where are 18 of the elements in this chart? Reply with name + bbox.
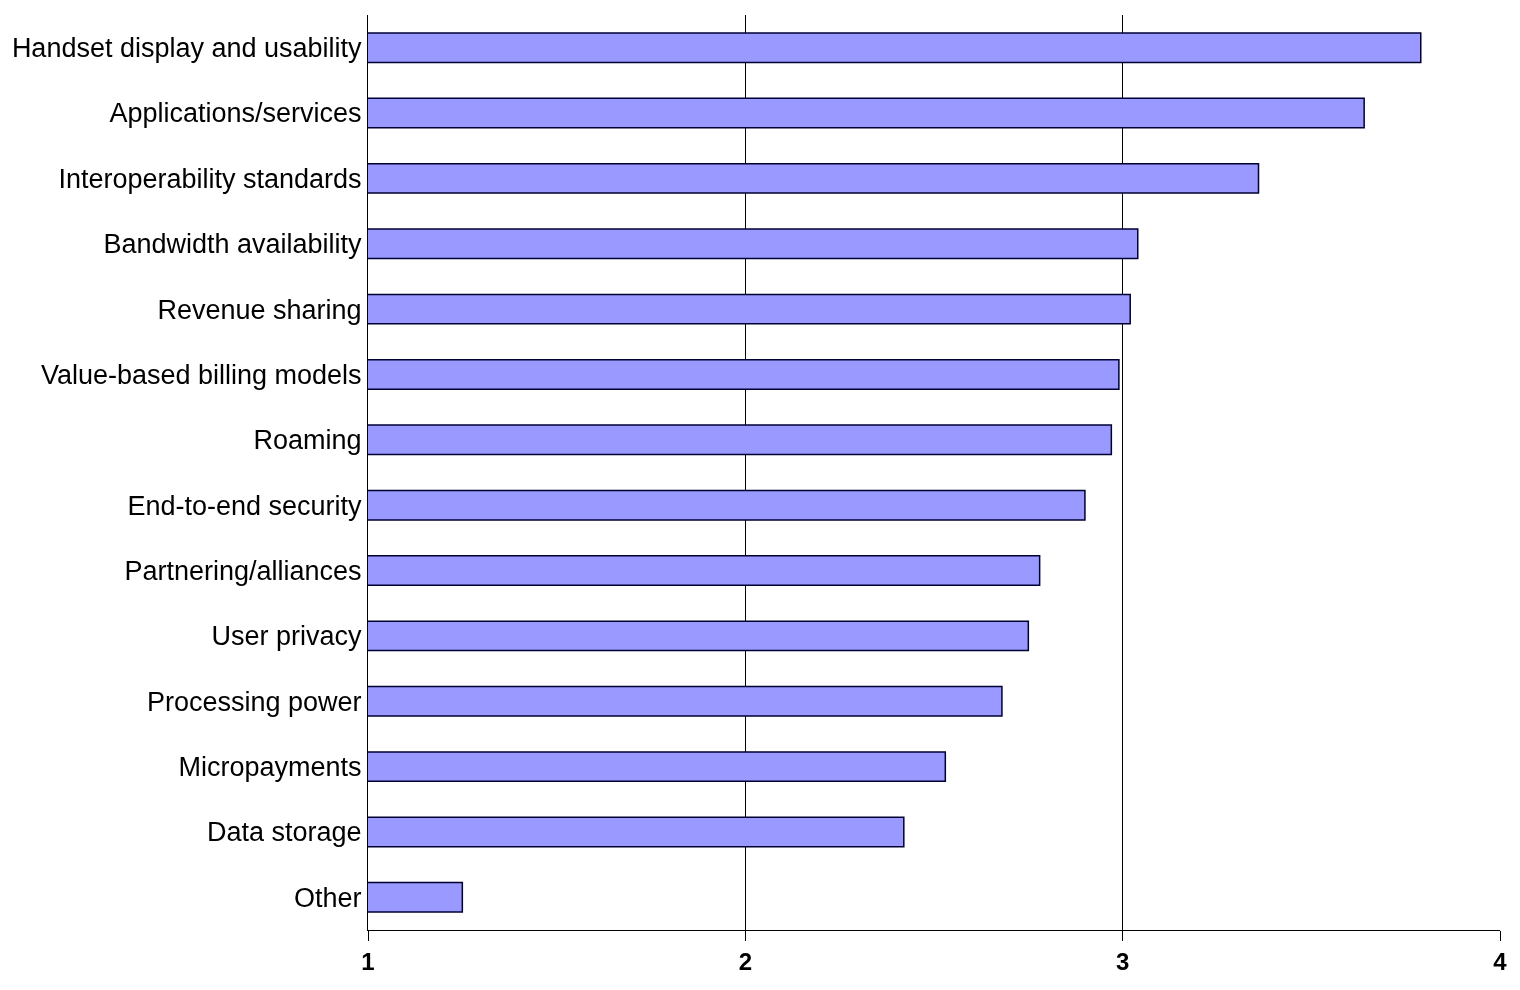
- y-tick-label: Interoperability standards: [58, 163, 362, 194]
- y-tick-label: Handset display and usability: [11, 33, 363, 64]
- y-tick-label: Partnering/alliances: [124, 555, 362, 586]
- y-tick-label: Bandwidth availability: [103, 229, 363, 260]
- y-tick-label: Processing power: [146, 686, 362, 717]
- y-tick-label: Data storage: [207, 817, 362, 848]
- y-tick-label: Roaming: [253, 425, 362, 456]
- x-tick-label: 1: [361, 947, 375, 975]
- y-tick-label: End-to-end security: [127, 490, 363, 521]
- x-tick-label: 3: [1115, 947, 1130, 975]
- y-tick-label: Other: [294, 882, 362, 913]
- y-tick-label: Applications/services: [109, 98, 362, 129]
- y-tick-label: Micropayments: [178, 752, 362, 783]
- x-tick-label: 2: [738, 947, 753, 975]
- y-tick-label: User privacy: [211, 621, 363, 652]
- y-tick-label: Revenue sharing: [157, 294, 362, 325]
- y-tick-label: Value-based billing models: [40, 359, 362, 390]
- x-tick-label: 4: [1493, 947, 1508, 975]
